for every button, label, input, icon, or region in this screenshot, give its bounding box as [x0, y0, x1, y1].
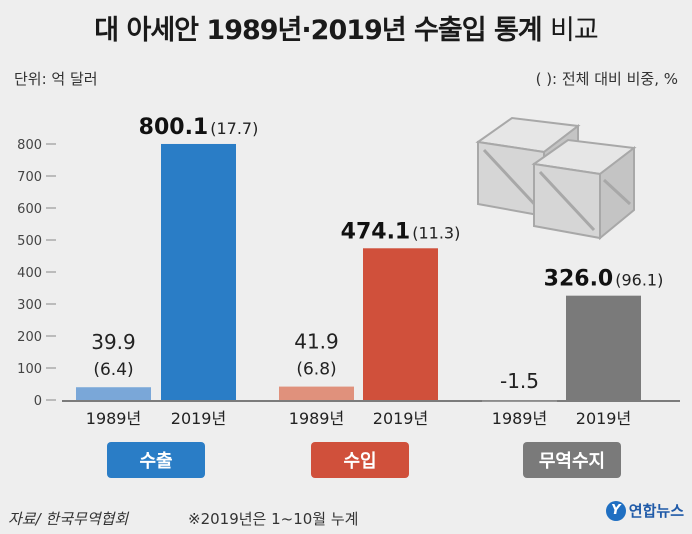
- chart-title: 대 아세안 1989년·2019년 수출입 통계 비교: [0, 8, 692, 47]
- bar: [566, 295, 641, 400]
- yonhap-logo-icon: Y: [605, 500, 626, 521]
- crates-illustration: [475, 116, 637, 241]
- bar-value: 326.0: [544, 267, 614, 292]
- bar: [161, 143, 236, 400]
- bar-share: (96.1): [615, 271, 663, 290]
- category-trade-balance: 무역수지: [523, 442, 621, 478]
- crate-icon: [475, 116, 581, 219]
- bar: [482, 400, 557, 402]
- x-tick-label: 2019년: [373, 409, 428, 428]
- bar-value-label: -1.5: [500, 369, 539, 393]
- y-tick-label: 100: [17, 362, 42, 377]
- y-tick-label: 700: [17, 170, 42, 185]
- x-tick-label: 2019년: [576, 409, 631, 428]
- x-tick-label: 1989년: [86, 409, 141, 428]
- unit-label: 단위: 억 달러: [14, 70, 98, 88]
- source-label: 자료/ 한국무역협회: [8, 510, 129, 528]
- bar-value-label: 41.9: [294, 330, 339, 354]
- y-tick-label: 200: [17, 330, 42, 345]
- bar: [76, 387, 151, 400]
- bar-value-label: 326.0 (96.1): [544, 267, 664, 292]
- yonhap-logo-text: 연합뉴스: [628, 502, 684, 520]
- y-tick-label: 400: [17, 266, 42, 281]
- bar-labels: 1989년 39.9 (6.4) 2019년 800.1 (17.7) 1989년 41.9 (…: [86, 115, 664, 428]
- category-import: 수입: [311, 442, 409, 478]
- bar: [363, 248, 438, 400]
- bar-value: 800.1: [139, 115, 209, 140]
- x-tick-label: 1989년: [289, 409, 344, 428]
- bar: [279, 386, 354, 400]
- y-tick-label: 300: [17, 298, 42, 313]
- y-tick-label: 500: [17, 234, 42, 249]
- bars: [76, 143, 641, 402]
- x-tick-label: 1989년: [492, 409, 547, 428]
- footnote: ※2019년은 1~10월 누계: [188, 510, 359, 528]
- bar-value-label: 474.1 (11.3): [341, 219, 461, 244]
- bar-share: (11.3): [412, 223, 460, 242]
- bar-share-label: (6.8): [296, 360, 336, 380]
- y-tick-label: 800: [17, 138, 42, 153]
- y-tick-label: 0: [34, 394, 42, 409]
- crate-icon: [531, 138, 637, 241]
- y-axis: 0 100 200 300 400 500 600 700 800: [17, 138, 680, 409]
- chart-title-suffix: 비교: [550, 15, 599, 46]
- bar-value-label: 39.9: [91, 330, 136, 354]
- share-note: ( ): 전체 대비 비중, %: [535, 70, 678, 88]
- category-export: 수출: [107, 442, 205, 478]
- yonhap-logo: Y 연합뉴스: [605, 500, 684, 521]
- bar-value-label: 800.1 (17.7): [139, 115, 259, 140]
- y-tick-label: 600: [17, 202, 42, 217]
- bar-share-label: (6.4): [93, 360, 133, 380]
- bar-value: 474.1: [341, 219, 411, 244]
- chart-title-main: 대 아세안 1989년·2019년 수출입 통계: [94, 15, 542, 46]
- x-tick-label: 2019년: [171, 409, 226, 428]
- bar-share: (17.7): [210, 119, 258, 138]
